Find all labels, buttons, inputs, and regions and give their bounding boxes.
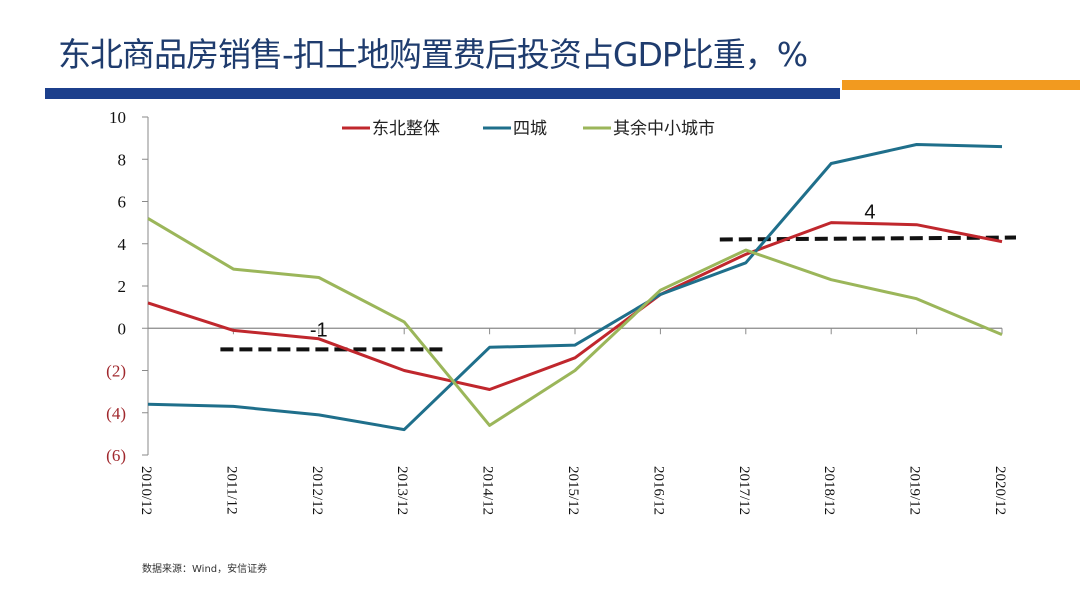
x-tick-label: 2018/12 bbox=[821, 466, 837, 515]
legend-label: 东北整体 bbox=[372, 119, 440, 139]
series-line-2 bbox=[147, 143, 1003, 432]
legend-label: 四城 bbox=[513, 119, 547, 139]
y-tick-label: (4) bbox=[106, 404, 126, 423]
x-axis-ticks: 2010/12 2011/12 2012/12 2013/12 2014/12 2015/… bbox=[138, 328, 1008, 515]
legend: 东北整体 四城 其余中小城市 bbox=[342, 119, 715, 139]
y-tick-label: 6 bbox=[118, 193, 127, 212]
title-underline-orange bbox=[842, 80, 1080, 90]
y-axis-ticks: 10 8 6 4 2 0 (2) (4) (6) bbox=[106, 108, 148, 465]
series-line-3 bbox=[147, 217, 1003, 427]
x-tick-label: 2017/12 bbox=[736, 466, 752, 515]
annotation-dashed-line bbox=[719, 235, 1017, 242]
y-tick-label: (2) bbox=[106, 362, 126, 381]
y-tick-label: 8 bbox=[118, 150, 127, 169]
annotation-label: -1 bbox=[310, 319, 328, 341]
x-tick-label: 2019/12 bbox=[907, 466, 923, 515]
annotation-label: 4 bbox=[864, 202, 875, 224]
y-tick-label: 10 bbox=[109, 108, 126, 127]
x-tick-label: 2014/12 bbox=[480, 466, 496, 515]
legend-label: 其余中小城市 bbox=[613, 119, 715, 139]
chart-axes bbox=[147, 117, 1002, 455]
y-tick-label: (6) bbox=[106, 446, 126, 465]
x-tick-label: 2011/12 bbox=[223, 466, 239, 515]
page-title: 东北商品房销售-扣土地购置费后投资占GDP比重，% bbox=[58, 35, 808, 74]
y-tick-label: 4 bbox=[118, 235, 127, 254]
series-line-1 bbox=[147, 221, 1003, 391]
y-tick-label: 0 bbox=[118, 319, 127, 338]
x-tick-label: 2015/12 bbox=[565, 466, 581, 515]
series-lines bbox=[147, 143, 1003, 432]
data-source-note: 数据来源：Wind，安信证券 bbox=[142, 564, 268, 575]
title-underline-blue bbox=[45, 88, 840, 99]
x-tick-label: 2020/12 bbox=[992, 466, 1008, 515]
annotations: -1 4 bbox=[220, 202, 1017, 352]
y-tick-label: 2 bbox=[118, 277, 127, 296]
x-tick-label: 2013/12 bbox=[394, 466, 410, 515]
x-tick-label: 2012/12 bbox=[309, 466, 325, 515]
x-tick-label: 2016/12 bbox=[650, 466, 666, 515]
x-tick-label: 2010/12 bbox=[138, 466, 154, 515]
